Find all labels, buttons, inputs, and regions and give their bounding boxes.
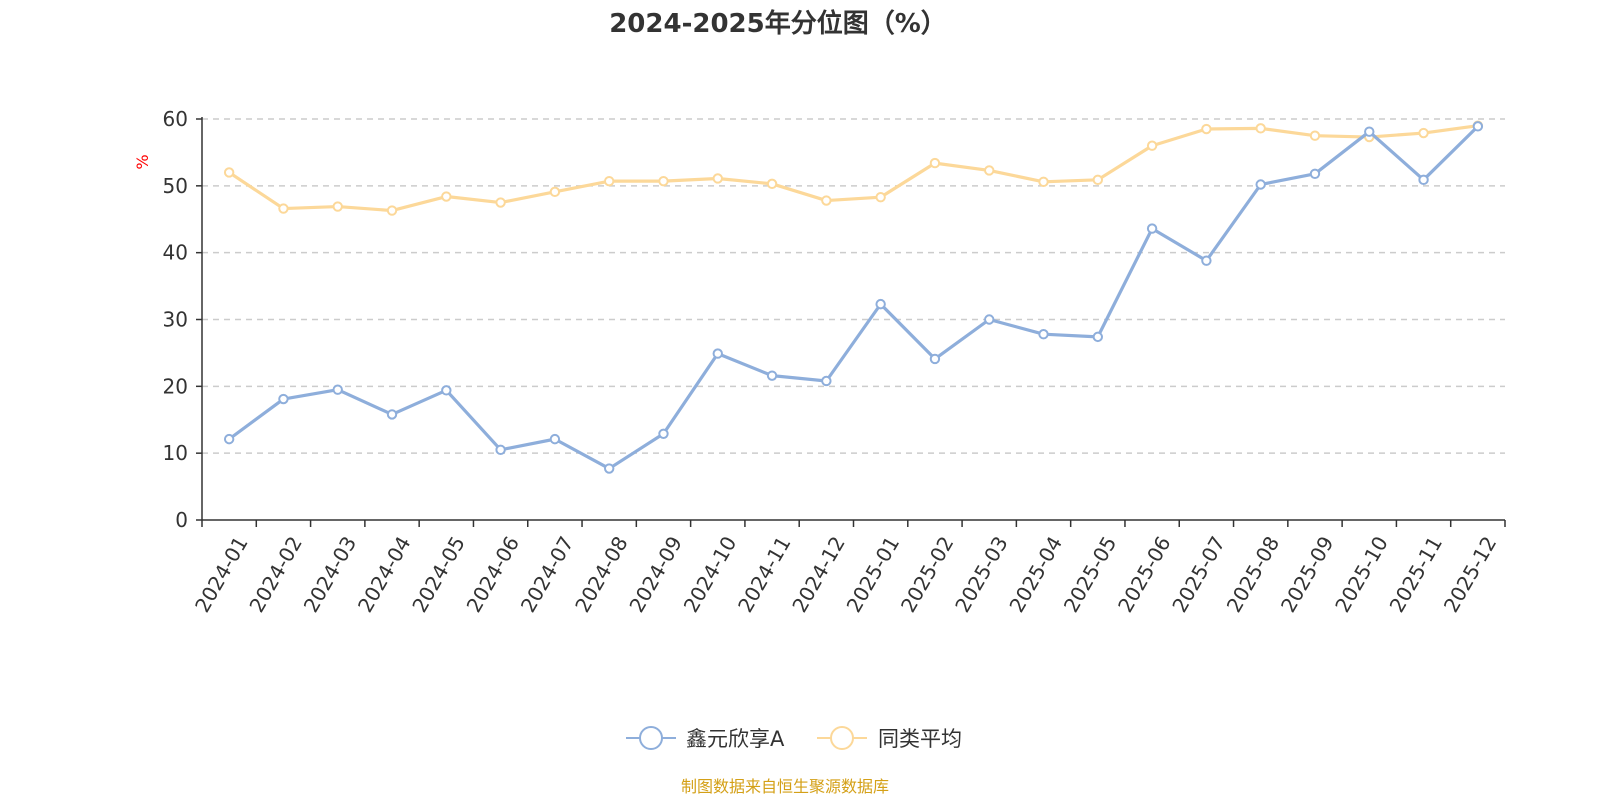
data-point[interactable] bbox=[386, 409, 398, 420]
data-point[interactable] bbox=[549, 433, 561, 445]
data-point[interactable] bbox=[1255, 179, 1266, 190]
x-tick-label: 2024-09 bbox=[624, 532, 687, 616]
data-point[interactable] bbox=[1418, 127, 1429, 139]
y-tick-label: 0 bbox=[175, 508, 188, 532]
legend-marker-icon bbox=[830, 726, 854, 750]
x-tick-label: 2024-03 bbox=[299, 532, 362, 616]
data-point[interactable] bbox=[712, 173, 723, 184]
data-point[interactable] bbox=[1092, 174, 1104, 186]
data-point[interactable] bbox=[332, 201, 343, 212]
data-point[interactable] bbox=[1309, 168, 1321, 180]
x-tick-label: 2024-02 bbox=[244, 532, 307, 616]
data-point[interactable] bbox=[441, 191, 452, 202]
data-point[interactable] bbox=[766, 370, 778, 381]
y-tick-label: 10 bbox=[163, 441, 188, 465]
data-point[interactable] bbox=[766, 178, 778, 190]
data-point[interactable] bbox=[1201, 255, 1212, 266]
data-point[interactable] bbox=[1146, 140, 1158, 151]
series-line bbox=[228, 124, 1479, 213]
y-tick-label: 60 bbox=[163, 107, 188, 131]
x-tick-label: 2025-10 bbox=[1330, 532, 1393, 616]
data-point[interactable] bbox=[929, 157, 941, 169]
x-tick-label: 2025-12 bbox=[1439, 532, 1502, 616]
x-tick-label: 2024-12 bbox=[787, 532, 850, 616]
data-point[interactable] bbox=[658, 175, 669, 187]
chart-title: 2024-2025年分位图（%） bbox=[609, 8, 947, 39]
y-tick-label: 30 bbox=[163, 308, 188, 332]
series-lines bbox=[223, 120, 1484, 474]
data-point[interactable] bbox=[821, 195, 832, 206]
x-tick-label: 2025-03 bbox=[950, 532, 1013, 616]
series-1 bbox=[223, 121, 1484, 474]
legend-label: 鑫元欣享A bbox=[686, 727, 785, 751]
data-point[interactable] bbox=[821, 375, 832, 387]
x-tick-label: 2024-04 bbox=[353, 532, 416, 616]
x-tick-label: 2025-08 bbox=[1222, 532, 1285, 616]
x-tick-label: 2025-05 bbox=[1059, 532, 1122, 616]
data-point[interactable] bbox=[984, 165, 995, 176]
data-point[interactable] bbox=[1038, 329, 1049, 340]
axes bbox=[201, 117, 1505, 521]
x-tick-label: 2025-04 bbox=[1004, 532, 1067, 616]
y-axis-ticks: 0 10 20 30 40 50 60 bbox=[163, 107, 202, 532]
data-point[interactable] bbox=[1092, 331, 1104, 343]
data-point[interactable] bbox=[712, 348, 723, 359]
legend[interactable]: 鑫元欣享A 同类平均 bbox=[626, 726, 962, 751]
data-point[interactable] bbox=[278, 393, 289, 405]
data-point[interactable] bbox=[332, 384, 343, 395]
y-axis-unit: % bbox=[133, 154, 152, 169]
data-point[interactable] bbox=[549, 186, 561, 198]
data-point[interactable] bbox=[929, 353, 941, 365]
series-2 bbox=[223, 120, 1484, 216]
y-tick-label: 50 bbox=[163, 174, 188, 198]
source-note: 制图数据来自恒生聚源数据库 bbox=[681, 777, 889, 796]
legend-item[interactable]: 鑫元欣享A bbox=[626, 726, 785, 751]
legend-label: 同类平均 bbox=[878, 727, 962, 751]
data-point[interactable] bbox=[223, 433, 235, 445]
data-point[interactable] bbox=[658, 428, 669, 439]
data-point[interactable] bbox=[441, 385, 452, 396]
x-tick-label: 2025-06 bbox=[1113, 532, 1176, 616]
x-tick-label: 2024-05 bbox=[407, 532, 470, 616]
x-tick-label: 2025-11 bbox=[1384, 532, 1447, 616]
data-point[interactable] bbox=[278, 203, 289, 214]
data-point[interactable] bbox=[1418, 174, 1429, 186]
legend-marker-icon bbox=[639, 726, 663, 750]
x-tick-label: 2024-01 bbox=[190, 532, 253, 616]
data-point[interactable] bbox=[495, 444, 506, 456]
x-tick-label: 2024-11 bbox=[733, 532, 796, 616]
y-tick-label: 40 bbox=[163, 241, 188, 265]
x-tick-label: 2025-02 bbox=[896, 532, 959, 616]
data-point[interactable] bbox=[386, 205, 398, 216]
y-tick-label: 20 bbox=[163, 374, 188, 398]
data-point[interactable] bbox=[1472, 121, 1484, 132]
x-tick-label: 2025-01 bbox=[842, 532, 905, 616]
data-point[interactable] bbox=[1309, 130, 1321, 141]
data-point[interactable] bbox=[875, 298, 886, 310]
x-tick-label: 2024-08 bbox=[570, 532, 633, 616]
data-point[interactable] bbox=[1038, 176, 1049, 188]
x-tick-label: 2024-06 bbox=[462, 532, 525, 616]
data-point[interactable] bbox=[1201, 123, 1212, 135]
data-point[interactable] bbox=[603, 463, 615, 474]
data-point[interactable] bbox=[875, 191, 886, 203]
data-point[interactable] bbox=[984, 314, 995, 325]
series-line bbox=[228, 125, 1479, 471]
data-point[interactable] bbox=[495, 197, 506, 208]
legend-item[interactable]: 同类平均 bbox=[817, 726, 962, 751]
data-point[interactable] bbox=[603, 175, 615, 187]
x-tick-label: 2025-07 bbox=[1167, 532, 1230, 616]
x-axis-ticks: 2024-012024-022024-032024-042024-052024-… bbox=[190, 520, 1506, 616]
x-tick-label: 2024-07 bbox=[516, 532, 579, 616]
x-tick-label: 2024-10 bbox=[679, 532, 742, 616]
data-point[interactable] bbox=[1364, 126, 1375, 137]
data-point[interactable] bbox=[1146, 223, 1158, 234]
gridlines bbox=[202, 118, 1505, 454]
x-tick-label: 2025-09 bbox=[1276, 532, 1339, 616]
data-point[interactable] bbox=[1255, 123, 1266, 134]
data-point[interactable] bbox=[223, 167, 235, 178]
